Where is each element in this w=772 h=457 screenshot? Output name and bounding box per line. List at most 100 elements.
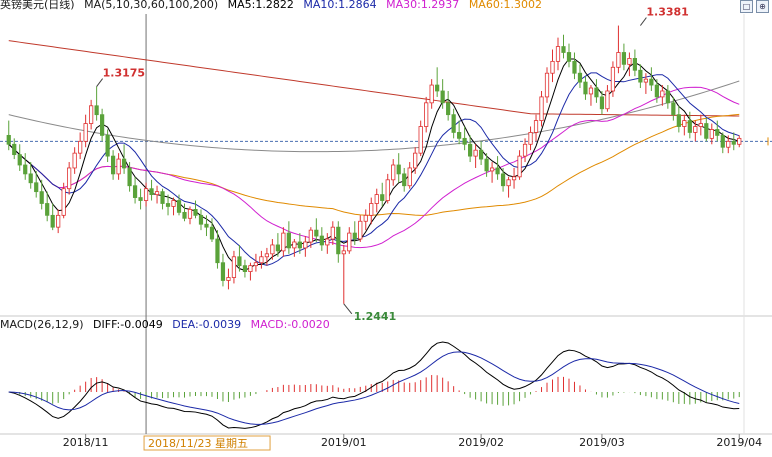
candle-up xyxy=(385,179,390,201)
candle-down xyxy=(594,87,599,98)
candle-down xyxy=(440,90,445,104)
ma10-value: MA10:1.2864 xyxy=(303,0,377,11)
macd-macd-value: MACD:-0.0020 xyxy=(250,318,330,331)
candle-up xyxy=(407,167,412,187)
annotation-low-label: 1.2441 xyxy=(354,310,396,323)
candle-up xyxy=(424,102,429,127)
x-axis-label: 2019/02 xyxy=(458,436,504,449)
candle-down xyxy=(138,197,143,201)
candle-up xyxy=(325,238,330,246)
ma-params[interactable]: MA(5,10,30,60,100,200) xyxy=(84,0,219,11)
candle-up xyxy=(67,167,72,190)
candle-up xyxy=(143,188,149,201)
candle-up xyxy=(374,194,379,204)
candle-up xyxy=(248,265,253,272)
candle-down xyxy=(649,78,654,86)
candle-down xyxy=(479,149,484,160)
instrument-title: 英镑美元(日线) xyxy=(0,0,75,11)
candle-down xyxy=(160,191,165,204)
candle-up xyxy=(391,164,396,181)
candle-up xyxy=(522,143,528,157)
candle-down xyxy=(198,214,204,225)
candle-up xyxy=(737,137,742,145)
macd-params[interactable]: MACD(26,12,9) xyxy=(0,318,84,331)
candle-down xyxy=(215,238,220,264)
candle-up xyxy=(506,179,511,187)
candle-down xyxy=(275,244,280,252)
candle-up xyxy=(616,52,621,68)
candle-down xyxy=(94,105,99,116)
candle-down xyxy=(297,241,302,249)
candle-up xyxy=(539,96,544,121)
candle-down xyxy=(182,211,187,219)
candle-up xyxy=(259,256,264,264)
candle-up xyxy=(698,123,703,127)
restore-icon[interactable]: □ xyxy=(740,0,753,13)
candle-up xyxy=(544,72,550,98)
candle-up xyxy=(83,123,88,142)
candle-up xyxy=(693,126,698,133)
candle-down xyxy=(457,132,462,139)
candle-down xyxy=(500,173,506,187)
candle-up xyxy=(187,209,193,219)
candle-down xyxy=(28,173,33,184)
candle-up xyxy=(292,241,297,249)
candle-up xyxy=(588,87,594,95)
candle-down xyxy=(237,256,242,267)
candle-down xyxy=(242,265,248,272)
candle-up xyxy=(303,241,308,249)
x-axis-label: 2018/11 xyxy=(63,436,109,449)
candle-down xyxy=(352,232,357,240)
x-axis-label: 2019/04 xyxy=(716,436,762,449)
candle-down xyxy=(132,185,138,198)
candle-down xyxy=(621,52,627,65)
candle-down xyxy=(687,120,692,133)
candle-down xyxy=(127,167,132,187)
candle-up xyxy=(341,250,346,255)
ma60-value: MA60:1.3002 xyxy=(468,0,543,11)
candle-down xyxy=(665,90,670,104)
zoom-icon[interactable]: ⊕ xyxy=(756,0,769,13)
candle-up xyxy=(660,90,665,98)
candle-down xyxy=(23,164,28,175)
candle-up xyxy=(270,244,275,255)
candle-down xyxy=(105,134,110,157)
candle-down xyxy=(462,137,467,145)
candle-up xyxy=(682,120,687,127)
candle-down xyxy=(671,102,676,116)
candle-down xyxy=(446,102,451,116)
candle-up xyxy=(643,78,648,83)
candle-up xyxy=(330,226,335,240)
annotation-high-label: 1.3381 xyxy=(646,6,688,19)
candle-down xyxy=(577,72,583,83)
candle-up xyxy=(369,203,374,216)
candle-up xyxy=(116,158,121,175)
ma30-line xyxy=(8,86,740,249)
candle-down xyxy=(6,134,11,145)
x-axis-label: 2019/03 xyxy=(579,436,625,449)
candle-down xyxy=(402,173,407,187)
candle-down xyxy=(45,203,50,216)
candle-down xyxy=(720,134,725,148)
candle-up xyxy=(347,232,352,252)
candle-up xyxy=(418,126,423,154)
candle-down xyxy=(704,123,709,139)
annotation-pointer xyxy=(343,303,353,315)
candle-up xyxy=(231,256,237,278)
candle-down xyxy=(561,46,566,53)
crosshair-date-box xyxy=(143,435,271,451)
candle-down xyxy=(566,52,572,62)
candle-down xyxy=(632,58,637,71)
ma5-value: MA5:1.2822 xyxy=(227,0,294,11)
candle-up xyxy=(429,84,434,104)
candle-up xyxy=(517,155,522,178)
candle-up xyxy=(89,105,94,124)
candle-up xyxy=(489,167,495,172)
candle-down xyxy=(654,84,659,98)
candle-down xyxy=(396,164,401,175)
macd-diff-value: DIFF:-0.0049 xyxy=(93,318,163,331)
candle-down xyxy=(100,114,105,136)
candle-down xyxy=(468,143,473,157)
